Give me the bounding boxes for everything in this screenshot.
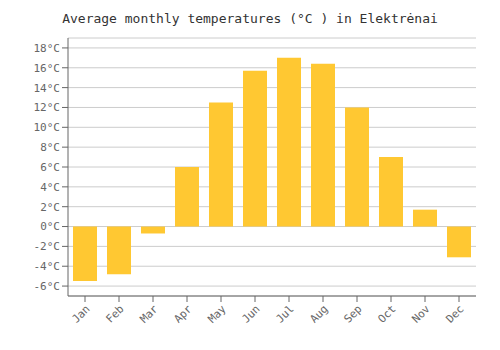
- svg-text:Dec: Dec: [443, 302, 466, 325]
- svg-text:-4°C: -4°C: [34, 260, 61, 273]
- svg-text:18°C: 18°C: [34, 42, 61, 55]
- svg-text:-2°C: -2°C: [34, 240, 61, 253]
- svg-text:Jul: Jul: [273, 302, 296, 325]
- svg-text:6°C: 6°C: [40, 161, 60, 174]
- svg-text:Apr: Apr: [171, 302, 195, 326]
- svg-text:-6°C: -6°C: [34, 280, 61, 293]
- svg-text:12°C: 12°C: [34, 101, 61, 114]
- svg-text:2°C: 2°C: [40, 201, 60, 214]
- svg-text:Jan: Jan: [69, 302, 92, 325]
- svg-text:Jun: Jun: [239, 302, 262, 325]
- svg-text:16°C: 16°C: [34, 62, 61, 75]
- svg-text:May: May: [205, 302, 229, 326]
- svg-text:Oct: Oct: [375, 302, 398, 325]
- svg-text:Mar: Mar: [137, 302, 161, 326]
- html-text:Average monthly temperatures (: Average monthly temperatures (°C ) in El…: [62, 11, 438, 26]
- svg-text:Feb: Feb: [103, 302, 126, 325]
- svg-text:Sep: Sep: [341, 302, 364, 325]
- svg-text:0°C: 0°C: [40, 220, 60, 233]
- svg-text:8°C: 8°C: [40, 141, 60, 154]
- svg-text:4°C: 4°C: [40, 181, 60, 194]
- svg-text:Aug: Aug: [307, 302, 330, 325]
- svg-text:10°C: 10°C: [34, 121, 61, 134]
- svg-text:14°C: 14°C: [34, 82, 61, 95]
- svg-text:Nov: Nov: [409, 302, 433, 326]
